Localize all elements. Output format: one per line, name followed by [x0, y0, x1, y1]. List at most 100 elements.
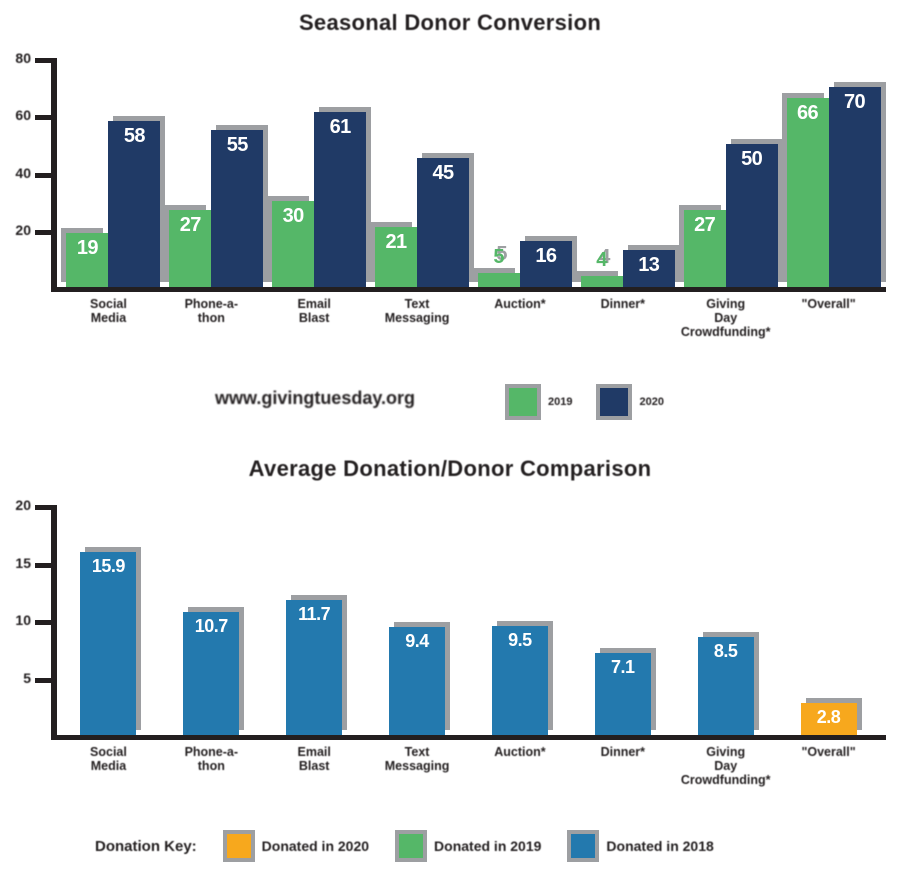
bar-2020	[417, 158, 470, 287]
category-label: Auction*	[494, 297, 546, 311]
bar-2019	[580, 275, 623, 287]
bar-value-label: 2.8	[816, 706, 841, 727]
legend-item: 2019	[505, 384, 572, 420]
y-axis-tick-label: 15	[15, 554, 31, 571]
bar-2019	[786, 98, 829, 287]
bar-value-label: 19	[76, 236, 99, 259]
bar-2020	[725, 143, 778, 287]
bar-"Overall"	[800, 702, 857, 735]
bar-2020	[519, 241, 572, 287]
legend-swatch-blue	[567, 830, 600, 862]
legend-item: Donated in 2020	[222, 830, 370, 862]
bar-value-label: 7.1	[611, 657, 635, 678]
y-axis-tick-label: 40	[15, 164, 31, 181]
bar-value-label: 61	[329, 116, 352, 139]
bar-Social-Media	[80, 552, 137, 735]
bar-2020	[622, 249, 675, 287]
category-label: Dinner*	[600, 297, 646, 311]
bar-value-label: 4	[596, 248, 608, 271]
bar-value-label: 11.7	[298, 604, 331, 625]
y-axis-tick	[35, 58, 52, 63]
legend-item: Donated in 2019	[395, 830, 541, 862]
category-label: Giving Day Crowdfunding*	[680, 297, 771, 339]
bar-value-label: 21	[385, 230, 407, 253]
category-label: Giving Day Crowdfunding*	[680, 745, 771, 787]
category-label: Email Blast	[297, 745, 331, 773]
y-axis-tick-label: 60	[15, 107, 31, 124]
bar-2020	[211, 129, 264, 287]
average-donation-chart: 20 15 10 5 15.9 Social Media 10.7 Phone-a- thon…	[0, 0, 900, 787]
bar-2019	[683, 209, 726, 287]
bar-Text-Messaging	[389, 626, 446, 735]
bar-Phone-a--thon	[183, 611, 240, 735]
legend-label: Donated in 2019	[434, 838, 542, 854]
y-axis-tick-label: 5	[23, 669, 31, 686]
legend-swatch-orange	[222, 830, 255, 862]
category-label: Phone-a- thon	[184, 745, 239, 773]
y-axis-tick	[35, 620, 52, 625]
bar-value-label: 9.4	[405, 630, 429, 651]
top-chart-legend: 2019 2020	[505, 382, 664, 422]
legend-swatch-green	[395, 830, 428, 862]
bar-value-label: 70	[843, 90, 866, 113]
legend-item: Donated in 2018	[567, 830, 714, 862]
watermark-url: www.givingtuesday.org	[214, 388, 416, 408]
bar-value-label: 8.5	[713, 641, 738, 662]
legend-swatch-green	[505, 384, 541, 420]
top-chart-title: Seasonal Donor Conversion	[298, 10, 602, 35]
category-label: Dinner*	[600, 745, 646, 759]
bar-Email-Blast	[286, 600, 343, 735]
category-label: Phone-a- thon	[184, 297, 239, 325]
bar-value-label: 30	[282, 205, 305, 228]
bar-value-label: 55	[226, 133, 249, 156]
y-axis-tick-label: 80	[15, 50, 31, 66]
bar-value-label: 15.9	[91, 556, 126, 577]
category-label: Text Messaging	[384, 745, 450, 773]
y-axis-tick-label: 20	[15, 497, 31, 513]
bar-value-label: 10.7	[194, 615, 229, 636]
category-label: Text Messaging	[384, 297, 450, 325]
bar-value-label: 9.5	[508, 629, 532, 650]
y-axis-tick-label: 10	[15, 612, 31, 628]
bottom-chart-legend: Donation Key: Donated in 2020 Donated in 2…	[95, 826, 714, 866]
legend-item: 2020	[596, 384, 664, 420]
x-axis-line	[51, 735, 886, 740]
y-axis-line	[51, 58, 57, 292]
bar-value-label: 58	[123, 124, 146, 147]
bar-2020	[314, 112, 367, 287]
bar-value-label: 45	[432, 162, 454, 185]
category-label: "Overall"	[801, 745, 856, 759]
bar-value-label: 27	[179, 213, 202, 236]
bar-value-label: 16	[535, 245, 557, 268]
bottom-chart-title: Average Donation/Donor Comparison	[248, 456, 652, 481]
bar-2019	[375, 226, 418, 287]
seasonal-donor-conversion-chart: 80 60 40 20 19 58 Social Media 27 55 Phone-a- tho…	[0, 0, 900, 420]
legend-label: Donated in 2020	[261, 838, 370, 854]
bar-2019	[272, 201, 315, 287]
bar-value-label: 13	[638, 253, 660, 276]
category-label: Email Blast	[297, 297, 331, 325]
legend-label: Donated in 2018	[606, 838, 714, 854]
bar-Giving-Day-Crowdfunding*	[697, 637, 754, 735]
bar-value-label: 50	[741, 147, 763, 170]
y-axis-tick	[35, 115, 52, 121]
category-label: Social Media	[90, 745, 127, 773]
y-axis-tick	[35, 677, 52, 683]
bar-2019	[477, 272, 520, 287]
x-axis-line	[51, 287, 886, 292]
bar-Dinner*	[594, 653, 651, 735]
y-axis-tick-label: 20	[15, 221, 31, 238]
legend-key-label: Donation Key:	[95, 837, 197, 855]
bar-2020	[828, 86, 881, 287]
y-axis-tick	[35, 229, 52, 235]
bar-Auction*	[491, 625, 548, 735]
bar-value-label: 66	[796, 102, 819, 125]
bar-value-label: 27	[694, 213, 716, 236]
category-label: Social Media	[90, 297, 127, 325]
y-axis-tick	[35, 505, 52, 510]
bar-2019	[66, 232, 109, 287]
bar-value-label: 5	[493, 245, 505, 268]
legend-label: 2020	[639, 396, 664, 408]
y-axis-line	[51, 505, 57, 740]
